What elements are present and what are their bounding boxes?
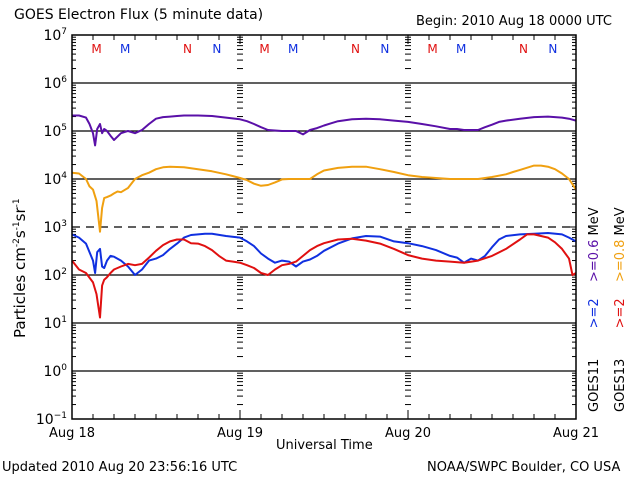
legend-goes13-e1: >=2 — [613, 298, 628, 329]
y-tick-label: 10−1 — [36, 411, 67, 428]
midnight-marker: N — [519, 42, 528, 56]
x-tick-label: Aug 20 — [385, 426, 431, 441]
midnight-marker: N — [351, 42, 360, 56]
y-tick-label: 106 — [43, 75, 67, 92]
midnight-marker: N — [183, 42, 192, 56]
legend-goes11: GOES11 >=2 >=0.6 MeV — [587, 207, 602, 412]
x-tick-label: Aug 18 — [49, 426, 95, 441]
y-label-sr: sr — [11, 207, 29, 222]
updated-timestamp: Updated 2010 Aug 20 23:56:16 UTC — [2, 460, 238, 475]
series-lines — [71, 114, 577, 319]
chart-title: GOES Electron Flux (5 minute data) — [14, 7, 264, 23]
x-axis-label: Universal Time — [276, 438, 373, 453]
axis-ticks — [71, 34, 577, 420]
plot-frame — [71, 34, 577, 420]
series-line — [72, 114, 577, 147]
midnight-marker: M — [427, 42, 437, 56]
legend-goes11-e2: >=0.6 — [587, 239, 602, 283]
x-tick-label: Aug 19 — [217, 426, 263, 441]
y-tick-labels: 107 106 105 104 103 102 101 100 10−1 — [36, 27, 67, 428]
legend-goes11-e1: >=2 — [587, 298, 602, 329]
legend-goes13-sat: GOES13 — [613, 358, 628, 412]
gridlines — [72, 82, 576, 372]
series-line — [71, 164, 577, 233]
y-label-s: s — [11, 230, 29, 239]
y-tick-label: 103 — [43, 219, 67, 236]
begin-time: Begin: 2010 Aug 18 0000 UTC — [416, 14, 612, 29]
midnight-marker: M — [288, 42, 298, 56]
midnight-marker: N — [548, 42, 557, 56]
legend-goes13-e2: >=0.8 — [613, 239, 628, 283]
midnight-marker: N — [380, 42, 389, 56]
midnight-marker: M — [456, 42, 466, 56]
midnight-marker: M — [120, 42, 130, 56]
legend-goes13: GOES13 >=2 >=0.8 MeV — [613, 207, 628, 412]
series-line — [71, 232, 577, 276]
y-label-base: Particles cm — [11, 247, 29, 338]
legend-goes11-unit: MeV — [587, 207, 602, 236]
y-label-sup2: -1 — [12, 221, 22, 231]
y-label-sup1: -2 — [12, 238, 22, 248]
x-tick-label: Aug 21 — [553, 426, 599, 441]
y-tick-label: 107 — [43, 27, 67, 44]
credit-text: NOAA/SWPC Boulder, CO USA — [427, 460, 621, 475]
midnight-marker: N — [212, 42, 221, 56]
y-tick-label: 100 — [43, 363, 67, 380]
y-tick-label: 104 — [43, 171, 67, 188]
midnight-marker: M — [259, 42, 269, 56]
y-tick-label: 102 — [43, 267, 67, 284]
legend-goes11-sat: GOES11 — [587, 358, 602, 412]
y-tick-label: 101 — [43, 315, 67, 332]
y-label-sup3: -1 — [12, 198, 22, 208]
y-axis-label: Particles cm-2s-1sr-1 — [10, 198, 29, 338]
y-tick-label: 105 — [43, 123, 67, 140]
x-tick-labels: Aug 18 Aug 19 Aug 20 Aug 21 — [49, 426, 599, 441]
legend-goes13-unit: MeV — [613, 207, 628, 236]
midnight-marker: M — [91, 42, 101, 56]
series-line — [71, 233, 577, 319]
